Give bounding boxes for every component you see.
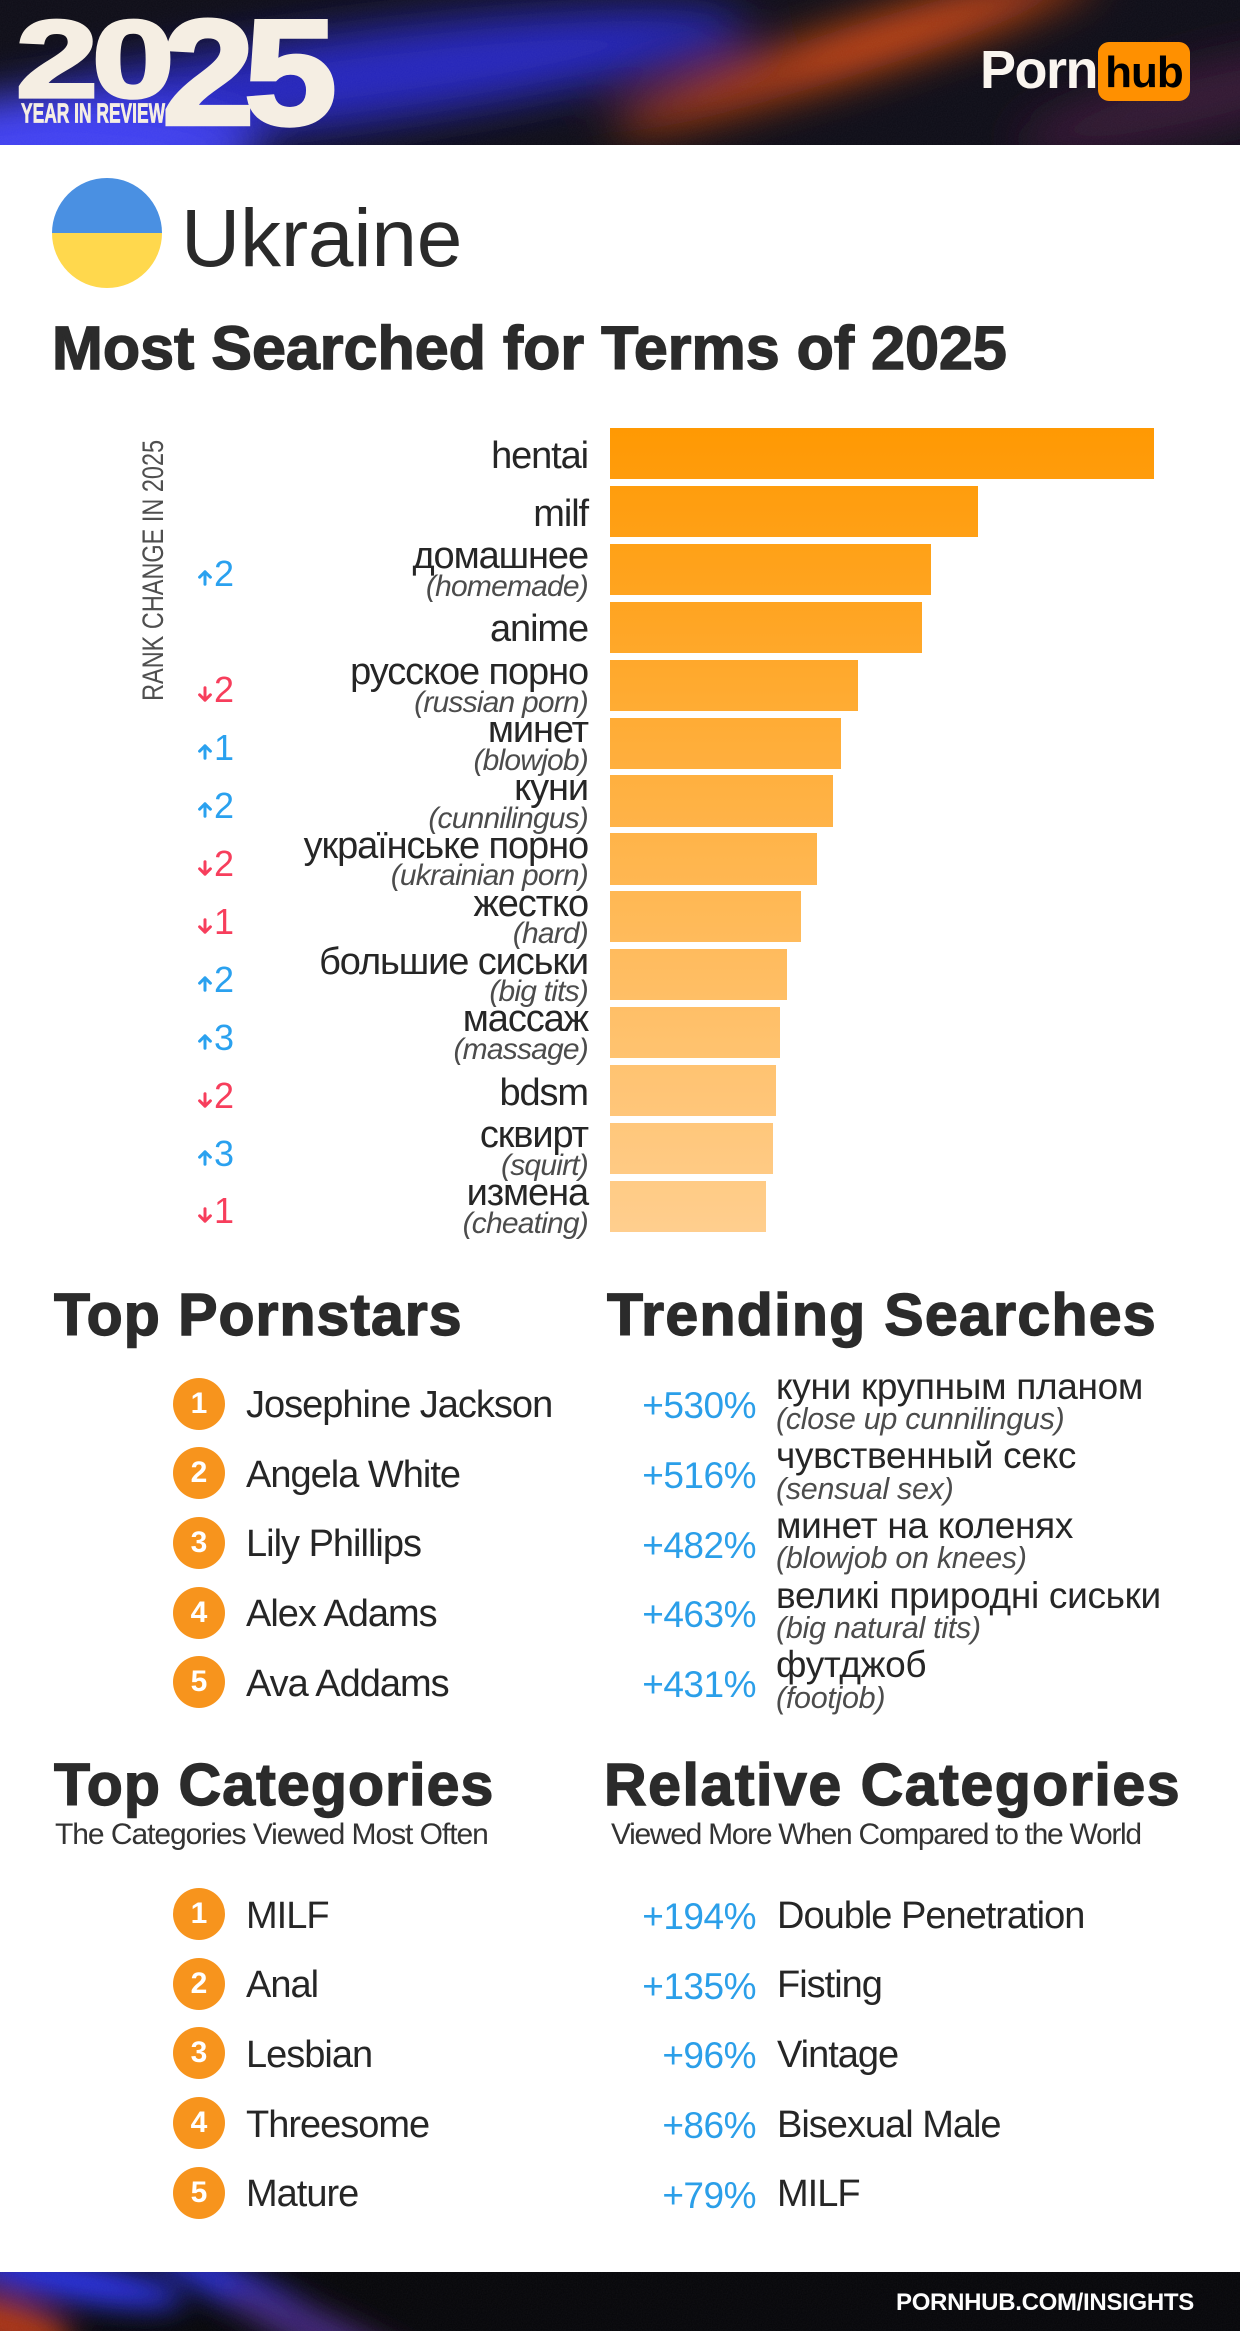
svg-text:YEAR IN REVIEW: YEAR IN REVIEW — [21, 98, 165, 129]
svg-text:20: 20 — [16, 0, 169, 121]
svg-text:25: 25 — [162, 0, 332, 145]
svg-text:RANK CHANGE IN 2025: RANK CHANGE IN 2025 — [137, 440, 170, 701]
